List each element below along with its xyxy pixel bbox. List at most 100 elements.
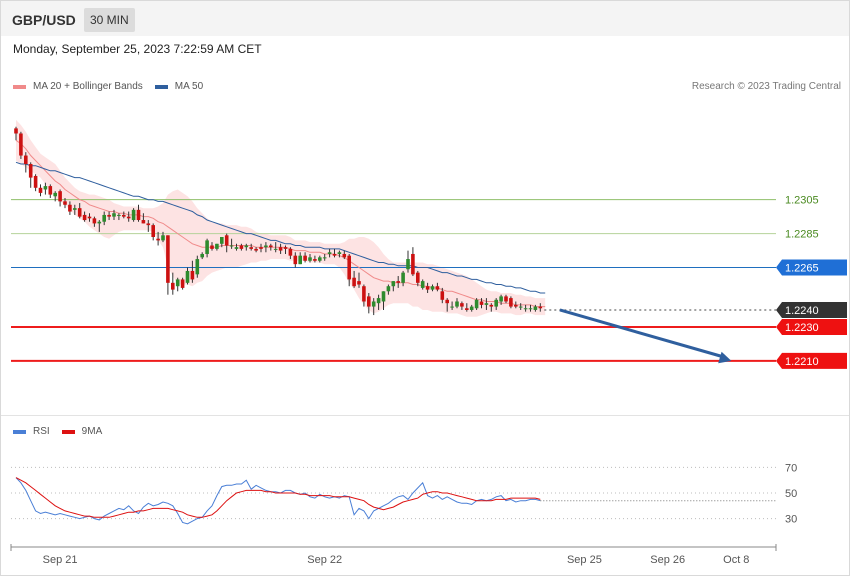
candle-body — [371, 301, 376, 307]
ma20-legend-swatch — [13, 84, 26, 89]
candle-body — [518, 306, 523, 308]
candle-body — [161, 235, 165, 241]
candle-body — [386, 286, 391, 292]
level-label: 1.2305 — [785, 195, 819, 207]
candle-body — [362, 286, 366, 302]
candle-body — [381, 291, 386, 302]
time-tick-label: Sep 25 — [567, 554, 602, 566]
rsi-ma-legend-swatch — [61, 429, 75, 434]
candle-body — [308, 257, 312, 261]
candle-body — [122, 214, 126, 217]
rsi-tick-label: 50 — [785, 488, 797, 500]
candle-body — [411, 253, 415, 275]
candle-body — [97, 221, 102, 224]
candle-body — [347, 255, 351, 280]
candle-body — [523, 308, 528, 310]
top-bar: GBP/USD 30 MIN — [1, 1, 849, 36]
candle-body — [445, 299, 449, 304]
candle-body — [494, 299, 498, 307]
candle-body — [455, 301, 459, 307]
candle-body — [185, 270, 190, 283]
candle-body — [58, 191, 62, 202]
candle-body — [342, 253, 347, 258]
level-label: 1.2210 — [785, 356, 819, 368]
candle-body — [146, 223, 151, 226]
candle-body — [249, 247, 253, 249]
candle-body — [175, 279, 180, 287]
candle-body — [14, 128, 18, 134]
rsi-panel: 70 50 30 — [11, 462, 797, 526]
level-label: 1.2230 — [785, 322, 819, 334]
level-tag — [776, 259, 847, 276]
candle-body — [68, 204, 72, 212]
interval-button[interactable]: 30 MIN — [84, 8, 135, 32]
candle-body — [460, 303, 464, 307]
rsi-tick-label: 30 — [785, 514, 797, 526]
candle-body — [234, 247, 239, 249]
candle-body — [24, 155, 28, 165]
candle-body — [465, 308, 469, 310]
candle-body — [357, 281, 361, 285]
candle-body — [117, 214, 121, 216]
rsi-legend-swatch — [13, 429, 26, 434]
ma50-legend-swatch — [154, 84, 168, 89]
price-legend: MA 20 + Bollinger Bands MA 50 — [13, 81, 203, 92]
candle-body — [469, 306, 474, 310]
panel-separator — [1, 415, 849, 416]
candle-body — [156, 238, 160, 241]
candle-body — [499, 296, 503, 302]
level-tag — [776, 352, 847, 369]
candle-body — [38, 187, 43, 193]
candle-body — [180, 279, 185, 288]
candle-body — [406, 259, 410, 270]
level-label: 1.2265 — [785, 263, 819, 275]
level-tag — [776, 318, 847, 335]
candle-body — [273, 248, 278, 250]
candle-body — [151, 225, 155, 237]
candle-body — [112, 213, 116, 217]
ma50-line — [15, 161, 546, 294]
candle-body — [293, 255, 298, 265]
candle-body — [376, 298, 381, 304]
forecast-arrow-head — [718, 351, 732, 364]
candle-body — [303, 255, 307, 261]
time-tick-label: Sep 22 — [307, 554, 342, 566]
candle-body — [352, 277, 356, 287]
candle-body — [288, 248, 293, 256]
candle-body — [141, 220, 146, 224]
candle-body — [73, 208, 77, 210]
candle-body — [131, 209, 136, 221]
candle-body — [136, 209, 141, 221]
candle-body — [107, 214, 111, 217]
level-label: 1.2240 — [785, 305, 819, 317]
candle-body — [205, 240, 209, 254]
candle-body — [533, 306, 538, 310]
candle-body — [229, 245, 234, 247]
rsi-legend: RSI 9MA — [13, 426, 102, 437]
candle-body — [220, 237, 224, 244]
candle-body — [195, 259, 200, 275]
rsi-line — [15, 477, 541, 525]
time-axis: Sep 21 Sep 22 Sep 25 Sep 26 Oct 8 — [10, 544, 777, 566]
rsi-tick-label: 70 — [785, 462, 797, 474]
level-label: 1.2285 — [785, 229, 819, 241]
rsi-ma-line — [15, 477, 541, 518]
candle-body — [396, 281, 400, 283]
level-tag — [776, 301, 847, 318]
candle-body — [327, 252, 332, 254]
time-tick-label: Sep 21 — [43, 554, 78, 566]
rsi-legend-label: RSI — [33, 426, 50, 437]
candle-body — [210, 245, 214, 249]
candle-body — [484, 303, 489, 305]
candle-body — [166, 235, 170, 283]
candle-body — [53, 192, 57, 197]
rsi-ma-legend-label: 9MA — [81, 426, 103, 437]
candle-body — [92, 218, 97, 224]
candle-body — [102, 214, 106, 222]
candle-body — [514, 304, 518, 307]
time-tick-label: Oct 8 — [723, 554, 749, 566]
symbol-label: GBP/USD — [12, 12, 76, 28]
candle-body — [420, 281, 425, 288]
time-tick-label: Sep 26 — [650, 554, 685, 566]
